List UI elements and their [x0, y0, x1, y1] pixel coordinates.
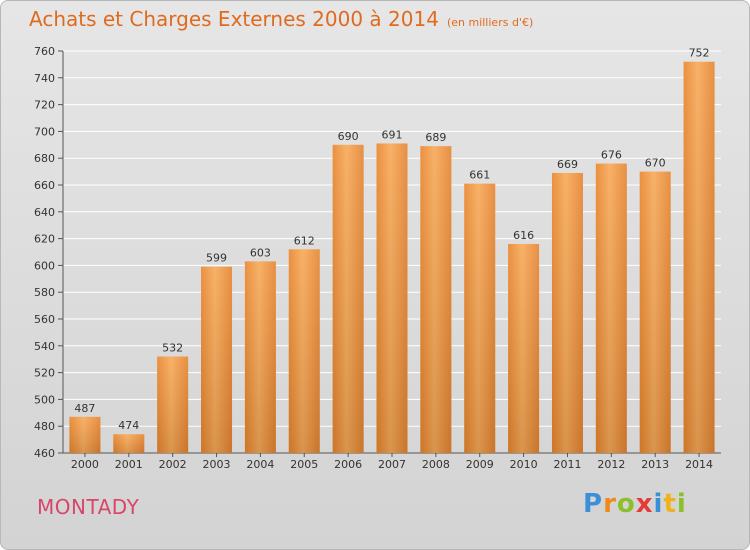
value-label: 676	[601, 149, 622, 162]
y-tick-label: 740	[34, 72, 55, 85]
y-tick-label: 660	[34, 179, 55, 192]
y-tick-label: 580	[34, 286, 55, 299]
value-label: 474	[118, 419, 139, 432]
value-label: 599	[206, 252, 227, 265]
value-label: 691	[382, 128, 403, 141]
x-tick-label: 2009	[466, 458, 494, 471]
proxiti-logo: Proxiti	[583, 489, 687, 519]
bar-shade-2003	[201, 266, 233, 453]
bar-shade-2009	[464, 183, 496, 453]
bar-shade-2004	[244, 261, 276, 453]
bar-shade-2002	[157, 356, 189, 453]
y-tick-label: 620	[34, 233, 55, 246]
value-label: 690	[338, 130, 359, 143]
bar-shade-2001	[113, 434, 145, 453]
y-tick-label: 560	[34, 313, 55, 326]
x-tick-label: 2010	[510, 458, 538, 471]
bars	[69, 61, 715, 454]
bar-shade-2000	[69, 416, 101, 453]
bar-shade-2008	[420, 146, 452, 453]
x-tick-label: 2000	[71, 458, 99, 471]
value-label: 669	[557, 158, 578, 171]
x-tick-label: 2011	[553, 458, 581, 471]
town-name: MONTADY	[37, 495, 140, 519]
x-tick-label: 2012	[597, 458, 625, 471]
x-tick-label: 2006	[334, 458, 362, 471]
y-tick-label: 500	[34, 393, 55, 406]
value-label: 661	[469, 169, 490, 182]
y-tick-label: 640	[34, 206, 55, 219]
value-label: 532	[162, 342, 183, 355]
x-tick-label: 2014	[685, 458, 713, 471]
y-tick-label: 540	[34, 340, 55, 353]
value-label: 487	[74, 402, 95, 415]
y-tick-label: 520	[34, 367, 55, 380]
y-tick-labels: 460 480 500 520 540 560 580 600 620 640 660 680 700 7…	[34, 45, 55, 460]
bar-shade-2014	[683, 61, 715, 453]
y-tick-label: 480	[34, 420, 55, 433]
bar-shade-2011	[551, 172, 583, 453]
chart-title-text: Achats et Charges Externes 2000 à 2014	[29, 7, 439, 31]
value-label: 603	[250, 246, 271, 259]
y-tick-label: 760	[34, 45, 55, 58]
x-tick-labels: 2000 2001 2002 2003 2004 2005 2006 2007 2008 2009…	[71, 453, 713, 471]
bar-shade-2006	[332, 144, 364, 454]
y-tick-label: 720	[34, 99, 55, 112]
bar-shade-2012	[595, 163, 627, 453]
value-label: 612	[294, 234, 315, 247]
bar-shade-2007	[376, 143, 408, 453]
x-tick-label: 2004	[246, 458, 274, 471]
chart-title: Achats et Charges Externes 2000 à 2014 (e…	[29, 7, 533, 31]
bar-shade-2005	[288, 249, 320, 453]
bar-shade-2013	[639, 171, 671, 453]
x-tick-label: 2005	[290, 458, 318, 471]
x-tick-label: 2008	[422, 458, 450, 471]
value-label: 752	[689, 47, 710, 60]
y-tick-label: 460	[34, 447, 55, 460]
chart-unit: (en milliers d'€)	[446, 16, 534, 29]
x-tick-label: 2013	[641, 458, 669, 471]
y-tick-label: 680	[34, 152, 55, 165]
y-tick-label: 600	[34, 259, 55, 272]
x-tick-label: 2007	[378, 458, 406, 471]
x-tick-label: 2002	[159, 458, 187, 471]
x-tick-label: 2001	[115, 458, 143, 471]
value-label: 616	[513, 229, 534, 242]
y-tick-label: 700	[34, 125, 55, 138]
value-label: 689	[425, 131, 446, 144]
value-label: 670	[645, 157, 666, 170]
x-tick-label: 2003	[203, 458, 231, 471]
bar-shade-2010	[508, 243, 540, 453]
value-labels: 487 474 532 599 603 612 690 691 689 661 616 669 676 6…	[74, 47, 709, 433]
